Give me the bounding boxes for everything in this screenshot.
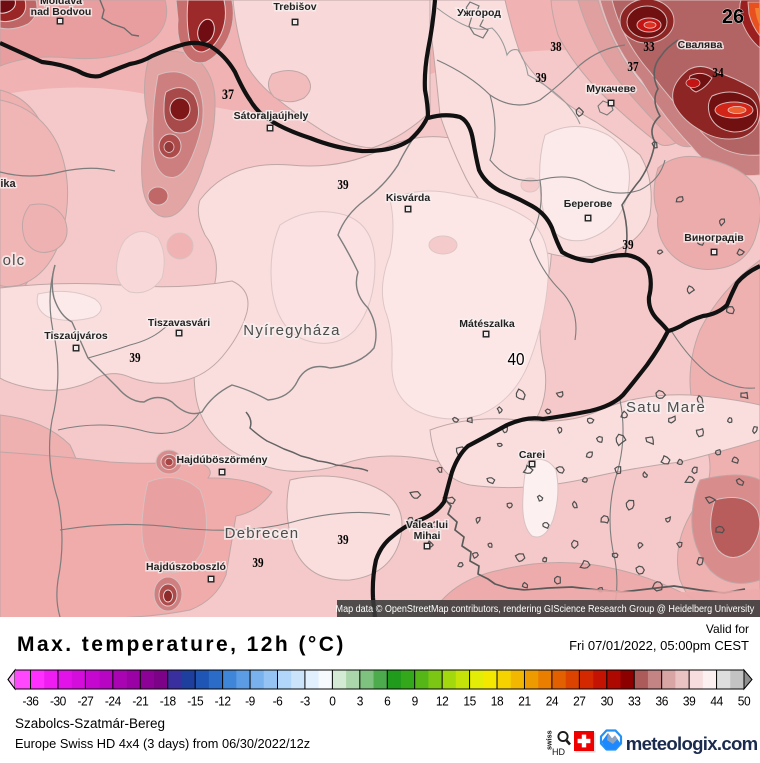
svg-text:21: 21 [518,694,531,709]
svg-text:Carei: Carei [519,449,545,461]
svg-text:6: 6 [384,694,391,709]
svg-text:36: 36 [656,694,669,709]
svg-text:Hajdúszoboszló: Hajdúszoboszló [146,561,226,573]
svg-text:Берегове: Берегове [564,198,613,210]
svg-text:39: 39 [622,237,633,252]
svg-text:37: 37 [627,59,639,74]
svg-text:Мукачеве: Мукачеве [586,83,636,95]
svg-text:-24: -24 [105,694,121,709]
svg-text:40: 40 [507,349,524,369]
svg-text:Свалява: Свалява [678,39,723,51]
svg-text:-18: -18 [160,694,176,709]
svg-text:swiss: swiss [545,730,554,750]
svg-text:30: 30 [601,694,614,709]
svg-text:-15: -15 [187,694,203,709]
svg-text:50: 50 [738,694,751,709]
svg-text:Satu Mare: Satu Mare [626,399,706,416]
svg-text:33: 33 [643,39,654,54]
svg-text:33: 33 [628,694,641,709]
svg-text:Tiszavasvári: Tiszavasvári [148,317,210,329]
svg-text:39: 39 [129,350,140,365]
svg-text:Trebišov: Trebišov [273,1,316,13]
svg-text:12: 12 [436,694,449,709]
svg-text:Ужгород: Ужгород [457,7,501,19]
svg-text:24: 24 [546,694,559,709]
svg-text:Виноградів: Виноградів [684,232,744,244]
svg-text:Mátészalka: Mátészalka [459,318,515,330]
svg-text:9: 9 [412,694,419,709]
svg-text:nad Bodvou: nad Bodvou [31,6,92,18]
svg-text:38: 38 [550,39,561,54]
svg-text:-3: -3 [300,694,310,709]
svg-text:-27: -27 [77,694,93,709]
svg-text:-21: -21 [132,694,148,709]
svg-text:26: 26 [722,6,744,28]
svg-text:27: 27 [573,694,586,709]
svg-text:-9: -9 [245,694,255,709]
svg-text:ika: ika [0,178,16,190]
svg-text:0: 0 [329,694,336,709]
svg-text:18: 18 [491,694,504,709]
svg-text:Nyíregyháza: Nyíregyháza [243,322,340,339]
svg-text:Hajdúböszörmény: Hajdúböszörmény [176,454,267,466]
svg-text:Moldava: Moldava [40,0,82,7]
svg-text:-12: -12 [215,694,231,709]
svg-text:Map data © OpenStreetMap contr: Map data © OpenStreetMap contributors, r… [336,603,755,615]
svg-text:HD: HD [552,747,565,757]
svg-text:15: 15 [463,694,476,709]
svg-text:-6: -6 [273,694,283,709]
svg-text:-30: -30 [50,694,66,709]
svg-text:-36: -36 [23,694,39,709]
svg-text:Kisvárda: Kisvárda [386,192,431,204]
svg-text:Sátoraljaújhely: Sátoraljaújhely [234,110,309,122]
svg-text:44: 44 [710,694,723,709]
svg-text:39: 39 [337,532,348,547]
svg-text:meteologix.com: meteologix.com [626,733,758,754]
svg-text:37: 37 [222,86,234,103]
svg-text:39: 39 [337,177,348,192]
svg-text:34: 34 [712,65,724,80]
svg-text:39: 39 [252,555,263,570]
svg-text:39: 39 [535,70,546,85]
svg-text:Valea lui: Valea lui [406,519,448,531]
svg-text:Debrecen: Debrecen [225,525,300,542]
svg-text:39: 39 [683,694,696,709]
svg-text:Tiszaújváros: Tiszaújváros [44,330,108,342]
svg-text:olc: olc [3,252,26,269]
svg-text:3: 3 [357,694,364,709]
svg-text:Mihai: Mihai [414,530,441,542]
